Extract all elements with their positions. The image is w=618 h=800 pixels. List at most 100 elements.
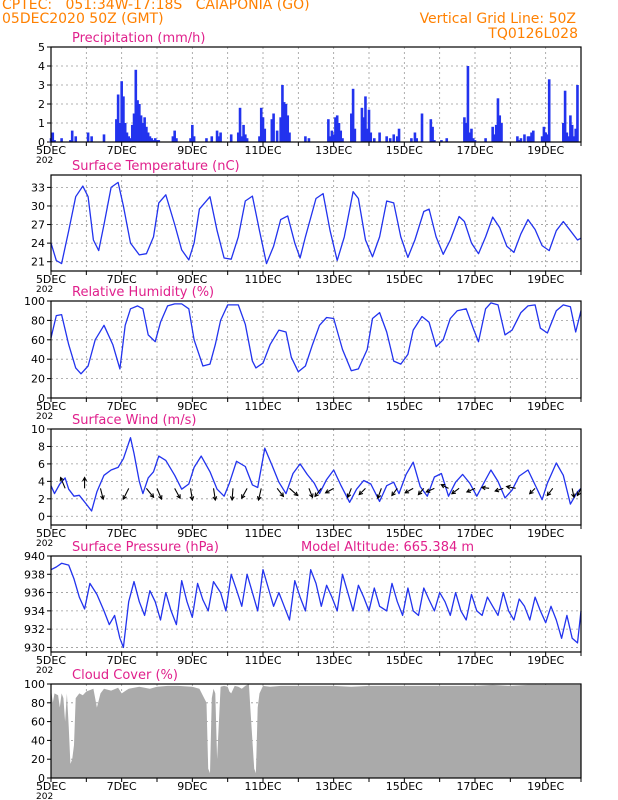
wind-arrow — [257, 488, 262, 501]
wind-arrowhead — [149, 493, 155, 499]
wind-arrow — [276, 488, 284, 497]
temp-xtick-label: 19DEC — [527, 273, 564, 286]
precip-bar — [173, 130, 176, 142]
precip-bar — [429, 119, 433, 142]
precip-bar — [236, 132, 240, 142]
pressure-line — [50, 562, 582, 649]
pressure-xtick-label: 15DEC — [386, 654, 423, 667]
precip-bar — [145, 126, 148, 142]
cloud-xtick-label: 5DEC — [36, 780, 66, 793]
wind-arrow — [377, 488, 382, 499]
precip-bar — [286, 115, 290, 142]
precip-bar — [500, 123, 503, 142]
precip-bar — [242, 124, 245, 142]
temp-ytick-label: 33 — [31, 181, 45, 194]
precip-bar — [210, 136, 214, 142]
precip-bar — [570, 124, 574, 142]
precip-xtick-label: 11DEC — [244, 144, 281, 157]
cloud-xtick-label: 11DEC — [244, 780, 281, 793]
precip-bar — [240, 136, 244, 142]
precip-bar — [238, 107, 242, 142]
wind-arrowhead — [505, 484, 511, 490]
wind-arrowhead — [480, 485, 486, 491]
precip-bar — [143, 117, 146, 142]
rh-xtick-label: 11DEC — [244, 400, 281, 413]
wind-arrowhead — [82, 476, 87, 482]
precip-bar — [192, 136, 196, 142]
precip-bar — [420, 113, 424, 142]
wind-ytick-label: 6 — [38, 458, 45, 471]
precip-bar — [275, 130, 279, 142]
precip-bar — [471, 138, 475, 142]
wind-arrowhead — [576, 491, 582, 497]
precip-bar — [540, 136, 544, 142]
pressure-xtick-label: 5DEC — [36, 654, 66, 667]
precip-year-stub: 202 — [36, 156, 53, 166]
precip-bar — [339, 130, 343, 142]
wind-arrowhead — [176, 494, 181, 500]
precip-bar — [148, 136, 152, 142]
precip-bar — [547, 79, 551, 142]
wind-xtick-label: 11DEC — [244, 527, 281, 540]
precip-ytick-label: 0 — [38, 136, 45, 149]
wind-arrow — [426, 487, 435, 493]
precip-bar — [473, 140, 477, 142]
precip-bar — [136, 100, 139, 142]
pressure-xtick-label: 17DEC — [456, 654, 493, 667]
pressure-ytick-label: 940 — [24, 550, 45, 563]
wind-arrow — [546, 488, 554, 496]
precip-bar — [572, 136, 576, 142]
precip-bar — [51, 132, 55, 142]
precip-bar — [70, 130, 74, 142]
rh-xtick-label: 15DEC — [386, 400, 423, 413]
temp-xtick-label: 5DEC — [36, 273, 66, 286]
precip-bar — [120, 81, 123, 142]
precip-bar — [155, 140, 159, 142]
cloud-xtick-label: 15DEC — [386, 780, 423, 793]
wind-arrow — [417, 487, 425, 496]
wind-arrowhead — [440, 484, 446, 489]
wind-arrow — [347, 488, 352, 498]
precip-bar — [153, 138, 157, 142]
rh-year-stub: 202 — [36, 412, 53, 422]
rh-xtick-label: 9DEC — [177, 400, 207, 413]
precip-bar — [567, 136, 570, 142]
precip-bar — [351, 88, 355, 142]
precip-bar — [102, 134, 106, 142]
precip-bar — [526, 136, 530, 142]
precip-bar — [440, 140, 443, 142]
temp-ytick-label: 21 — [31, 256, 45, 269]
wind-arrow — [494, 487, 504, 492]
precip-bar — [364, 96, 367, 142]
precip-bar — [116, 94, 120, 142]
cloud-ytick-label: 20 — [31, 753, 45, 766]
precip-bar — [341, 138, 344, 142]
precip-bar — [74, 136, 78, 142]
precip-bar — [60, 138, 63, 142]
precip-bar — [258, 136, 261, 142]
precip-bar — [279, 117, 282, 142]
precip-ytick-label: 5 — [38, 41, 45, 54]
pressure-ytick-label: 938 — [24, 568, 45, 581]
precip-bar — [125, 132, 129, 142]
pressure-ytick-label: 934 — [24, 605, 45, 618]
pressure-year-stub: 202 — [36, 666, 53, 676]
precip-bar — [360, 107, 364, 142]
precip-bar — [332, 134, 335, 142]
wind-arrow — [212, 488, 216, 501]
wind-arrow — [451, 487, 460, 495]
wind-arrow — [466, 487, 476, 493]
precip-bar — [69, 140, 72, 142]
precip-bar — [330, 130, 334, 142]
wind-arrow — [441, 484, 449, 489]
cloud-ytick-label: 80 — [31, 697, 45, 710]
wind-arrow — [156, 488, 163, 500]
precip-bar — [175, 138, 178, 142]
precip-xtick-label: 9DEC — [177, 144, 207, 157]
wind-xtick-label: 15DEC — [386, 527, 423, 540]
precip-bar — [523, 134, 526, 142]
precip-bar — [491, 126, 494, 142]
precip-bar — [362, 117, 365, 142]
wind-ytick-label: 0 — [38, 510, 45, 523]
wind-arrow — [571, 488, 575, 498]
